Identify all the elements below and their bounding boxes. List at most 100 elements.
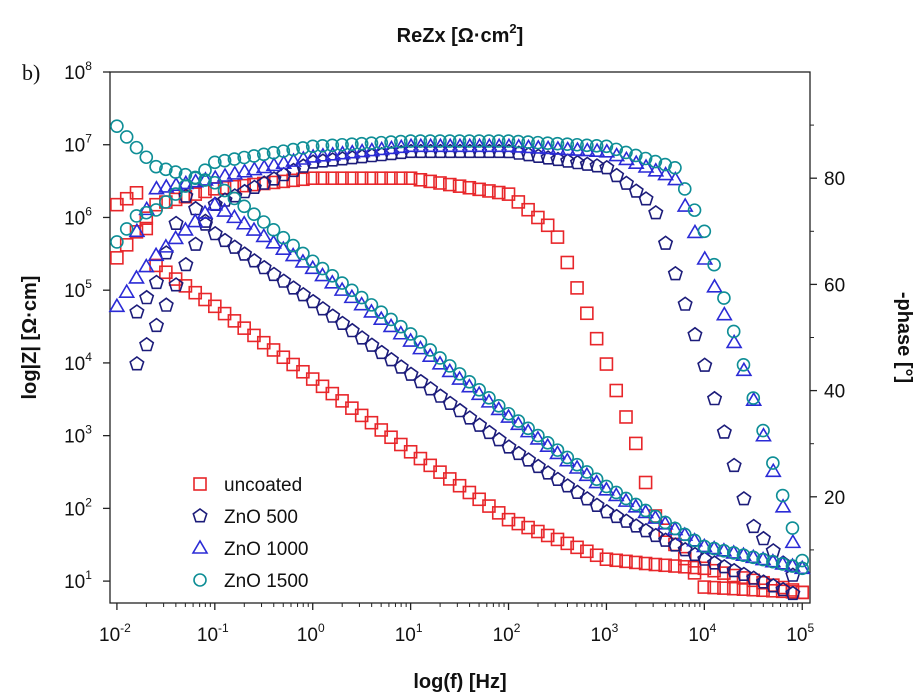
- phase-point: [697, 224, 712, 239]
- modulus-point: [452, 402, 468, 418]
- modulus-point: [627, 498, 645, 513]
- modulus-point: [756, 552, 770, 567]
- modulus-point: [657, 532, 674, 547]
- phase-point: [168, 277, 184, 292]
- modulus-point: [286, 357, 300, 372]
- phase-point: [237, 178, 251, 193]
- phase-point: [208, 155, 222, 170]
- modulus-point: [305, 372, 320, 386]
- modulus-point: [491, 398, 506, 413]
- y-left-tick-label: 101: [64, 568, 92, 593]
- modulus-point: [315, 379, 330, 394]
- modulus-point: [509, 415, 527, 431]
- modulus-point: [285, 280, 302, 295]
- modulus-point: [128, 269, 145, 284]
- phase-point: [433, 134, 447, 148]
- phase-point: [589, 139, 604, 153]
- modulus-point: [188, 200, 204, 216]
- phase-point: [236, 183, 253, 199]
- y-right-tick-label: 20: [824, 488, 845, 509]
- phase-point: [462, 134, 477, 148]
- legend-marker: [191, 539, 209, 554]
- modulus-point: [540, 465, 556, 480]
- phase-point: [374, 171, 389, 185]
- phase-point: [501, 187, 516, 201]
- phase-point: [139, 211, 154, 225]
- modulus-point: [247, 207, 261, 221]
- phase-point: [442, 134, 457, 148]
- legend-marker: [192, 508, 208, 523]
- phase-point: [265, 156, 283, 172]
- modulus-point: [196, 204, 214, 219]
- phase-point: [746, 518, 762, 534]
- phase-point: [560, 137, 575, 152]
- phase-point: [784, 533, 802, 549]
- modulus-point: [432, 388, 449, 403]
- phase-point: [648, 205, 664, 220]
- phase-point: [531, 210, 545, 225]
- modulus-point: [578, 466, 596, 482]
- modulus-point: [785, 585, 801, 601]
- modulus-point: [206, 196, 224, 211]
- modulus-point: [394, 319, 408, 334]
- phase-point: [139, 205, 154, 220]
- modulus-point: [129, 185, 144, 200]
- phase-point: [491, 185, 506, 200]
- phase-point: [766, 456, 780, 470]
- phase-point: [110, 235, 124, 249]
- phase-point: [736, 491, 752, 506]
- modulus-point: [265, 234, 282, 249]
- modulus-point: [697, 551, 713, 566]
- modulus-point: [471, 417, 488, 432]
- modulus-point: [648, 509, 663, 524]
- modulus-point: [550, 443, 565, 457]
- modulus-point: [521, 421, 535, 436]
- phase-point: [676, 197, 694, 212]
- phase-point: [687, 566, 702, 580]
- modulus-point: [139, 289, 155, 305]
- series-zno-1000: [108, 137, 811, 575]
- modulus-point: [667, 537, 683, 552]
- modulus-point: [560, 478, 576, 493]
- modulus-point: [235, 215, 253, 230]
- phase-point: [324, 146, 342, 161]
- phase-point: [157, 178, 175, 193]
- modulus-point: [247, 328, 261, 343]
- modulus-point: [266, 343, 281, 357]
- modulus-point: [207, 225, 223, 241]
- modulus-point: [423, 381, 439, 396]
- phase-point: [188, 236, 204, 251]
- phase-point: [775, 488, 790, 503]
- phase-point: [677, 182, 692, 196]
- phase-point: [119, 238, 134, 252]
- x-axis-label: log(f) [Hz]: [413, 671, 506, 693]
- modulus-point: [413, 373, 429, 389]
- modulus-point: [393, 359, 409, 374]
- modulus-point: [147, 246, 165, 262]
- modulus-point: [638, 522, 654, 538]
- phase-point: [472, 182, 486, 197]
- modulus-point: [325, 268, 340, 283]
- phase-point: [482, 184, 496, 198]
- modulus-point: [276, 350, 291, 365]
- phase-point: [433, 176, 447, 190]
- modulus-point: [198, 292, 212, 307]
- modulus-point: [775, 557, 790, 571]
- modulus-point: [237, 321, 251, 335]
- y-right-tick-label: 60: [824, 275, 845, 296]
- y-axis-label-left: log|Z| [Ω·cm]: [19, 276, 41, 400]
- modulus-point: [364, 337, 380, 352]
- phase-point: [110, 251, 124, 265]
- phase-point: [618, 175, 635, 190]
- modulus-point: [295, 286, 311, 302]
- modulus-point: [208, 299, 222, 314]
- y-left-tick-label: 105: [64, 277, 92, 302]
- modulus-point: [481, 424, 497, 440]
- phase-point: [245, 161, 263, 176]
- modulus-point: [384, 430, 398, 445]
- modulus-point: [668, 559, 682, 573]
- modulus-point: [609, 508, 625, 524]
- modulus-point: [266, 266, 282, 282]
- modulus-point: [384, 312, 398, 327]
- modulus-point: [168, 215, 184, 230]
